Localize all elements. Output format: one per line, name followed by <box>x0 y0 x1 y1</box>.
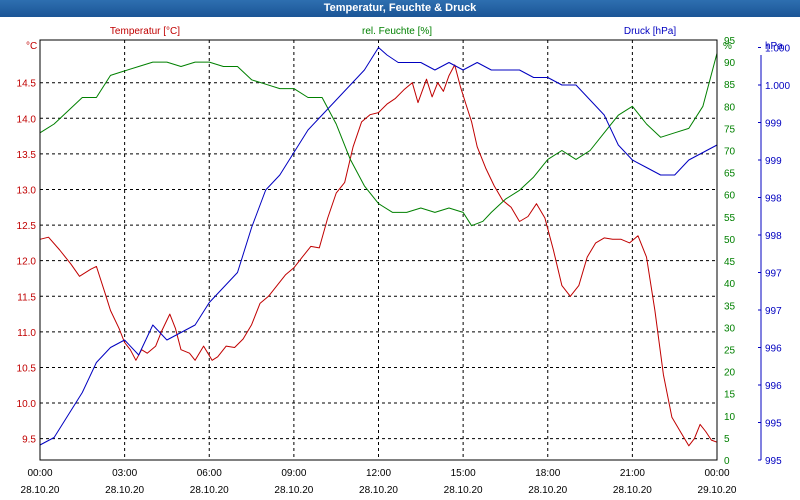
temperature-tick-label: 14.0 <box>17 114 37 125</box>
humidity-tick-label: 95 <box>724 36 736 47</box>
humidity-line <box>39 53 718 227</box>
series-layer <box>39 47 718 447</box>
legend-humidity: rel. Feuchte [%] <box>362 26 432 37</box>
temperature-axis: 9.5 10.0 10.5 11.0 11.5 12.0 12.5 13.0 13.5 14.0 1… <box>17 79 37 446</box>
grid <box>40 40 717 460</box>
humidity-tick-label: 35 <box>724 301 736 312</box>
humidity-tick-label: 25 <box>724 345 736 356</box>
plot-frame <box>39 39 718 461</box>
chart-background <box>0 17 800 500</box>
x-tick-date: 28.10.20 <box>528 485 567 496</box>
humidity-tick-label: 40 <box>724 279 736 290</box>
temperature-tick-label: 11.5 <box>17 292 36 303</box>
humidity-tick-label: 85 <box>724 80 736 91</box>
x-tick-time: 21:00 <box>620 468 645 479</box>
humidity-tick-label: 65 <box>724 169 736 180</box>
pressure-tick-label: 997 <box>765 306 782 317</box>
humidity-tick-label: 0 <box>724 456 730 467</box>
pressure-tick-label: 999 <box>765 156 782 167</box>
temperature-tick-label: 12.0 <box>17 257 37 268</box>
temperature-line <box>39 64 718 447</box>
x-tick-date: 28.10.20 <box>274 485 313 496</box>
pressure-tick-label: 997 <box>765 269 782 280</box>
chart-title: Temperatur, Feuchte & Druck <box>0 0 800 17</box>
temperature-tick-label: 11.0 <box>17 328 36 339</box>
pressure-tick-label: 996 <box>765 344 782 355</box>
x-tick-time: 12:00 <box>366 468 391 479</box>
x-tick-date: 29.10.20 <box>698 485 737 496</box>
humidity-tick-label: 70 <box>724 147 736 158</box>
humidity-tick-label: 10 <box>724 412 736 423</box>
temperature-tick-label: 10.0 <box>17 399 37 410</box>
humidity-tick-label: 30 <box>724 323 736 334</box>
x-tick-time: 00:00 <box>704 468 729 479</box>
pressure-tick-label: 1.000 <box>765 44 790 55</box>
pressure-unit-label: hPa <box>765 41 783 52</box>
humidity-axis: 0 5 10 15 20 25 30 35 40 45 50 55 60 65 70 75 80 85 90 95 <box>724 36 736 467</box>
pressure-tick-label: 999 <box>765 119 782 130</box>
time-axis: 00:00 28.10.20 03:00 28.10.20 06:00 28.10.20 0… <box>21 468 737 496</box>
temperature-tick-label: 13.5 <box>17 150 37 161</box>
temperature-unit-label: °C <box>26 41 37 52</box>
x-tick-time: 00:00 <box>27 468 52 479</box>
legend-temperature: Temperatur [°C] <box>110 26 180 37</box>
pressure-axis: 995 995 996 996 997 997 998 998 999 999 1.000 1.000 <box>758 44 790 467</box>
x-tick-date: 28.10.20 <box>105 485 144 496</box>
x-tick-date: 28.10.20 <box>444 485 483 496</box>
temperature-tick-label: 12.5 <box>17 221 37 232</box>
x-tick-time: 09:00 <box>281 468 306 479</box>
humidity-tick-label: 45 <box>724 257 736 268</box>
humidity-tick-label: 15 <box>724 390 736 401</box>
temperature-tick-label: 10.5 <box>17 363 37 374</box>
temperature-tick-label: 14.5 <box>17 79 37 90</box>
temperature-tick-label: 9.5 <box>22 435 36 446</box>
x-tick-date: 28.10.20 <box>190 485 229 496</box>
pressure-tick-label: 998 <box>765 194 782 205</box>
humidity-tick-label: 20 <box>724 368 736 379</box>
humidity-tick-label: 55 <box>724 213 736 224</box>
humidity-tick-label: 75 <box>724 124 736 135</box>
x-tick-time: 18:00 <box>535 468 560 479</box>
pressure-tick-label: 998 <box>765 231 782 242</box>
legend-pressure: Druck [hPa] <box>624 26 676 37</box>
humidity-tick-label: 90 <box>724 58 736 69</box>
x-tick-date: 28.10.20 <box>21 485 60 496</box>
pressure-line <box>39 47 718 446</box>
pressure-tick-label: 995 <box>765 456 782 467</box>
pressure-tick-label: 996 <box>765 381 782 392</box>
x-tick-time: 03:00 <box>112 468 137 479</box>
x-tick-time: 06:00 <box>197 468 222 479</box>
humidity-tick-label: 50 <box>724 235 736 246</box>
x-tick-time: 15:00 <box>451 468 476 479</box>
pressure-tick-label: 1.000 <box>765 81 790 92</box>
humidity-tick-label: 80 <box>724 102 736 113</box>
humidity-tick-label: 5 <box>724 434 730 445</box>
temperature-tick-label: 13.0 <box>17 185 37 196</box>
humidity-tick-label: 60 <box>724 191 736 202</box>
humidity-unit-label: % <box>723 41 732 52</box>
pressure-tick-label: 995 <box>765 419 782 430</box>
x-tick-date: 28.10.20 <box>359 485 398 496</box>
x-tick-date: 28.10.20 <box>613 485 652 496</box>
